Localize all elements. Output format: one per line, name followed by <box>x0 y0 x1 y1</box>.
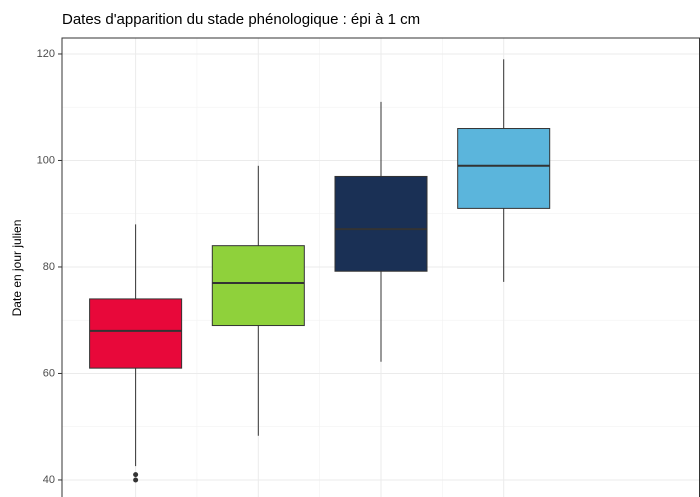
y-tick-label: 60 <box>43 367 55 379</box>
box <box>457 128 551 209</box>
y-tick-label: 100 <box>37 154 55 166</box>
y-tick-label: 40 <box>43 474 55 486</box>
box <box>89 298 183 369</box>
y-tick-label: 80 <box>43 261 55 273</box>
box <box>211 245 305 327</box>
y-axis-label: Date en jour julien <box>10 220 24 317</box>
chart-title: Dates d'apparition du stade phénologique… <box>62 11 420 28</box>
box <box>334 175 428 272</box>
y-tick-label: 120 <box>37 48 55 60</box>
outlier <box>133 472 139 478</box>
outlier <box>133 477 139 483</box>
